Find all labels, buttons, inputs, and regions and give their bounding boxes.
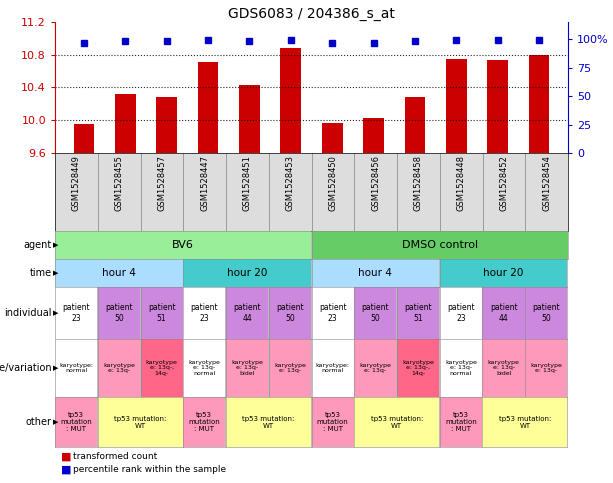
Text: GSM1528452: GSM1528452 <box>500 156 508 211</box>
Text: DMSO control: DMSO control <box>402 240 478 250</box>
Text: patient
50: patient 50 <box>105 303 132 323</box>
Text: GSM1528447: GSM1528447 <box>200 156 209 212</box>
Text: hour 4: hour 4 <box>359 268 392 278</box>
Text: patient
23: patient 23 <box>63 303 90 323</box>
Text: patient
23: patient 23 <box>191 303 218 323</box>
Text: time: time <box>30 268 52 278</box>
Bar <box>198 62 218 153</box>
Text: ▶: ▶ <box>53 365 58 371</box>
Title: GDS6083 / 204386_s_at: GDS6083 / 204386_s_at <box>228 7 395 21</box>
Text: GSM1528449: GSM1528449 <box>72 156 81 211</box>
Text: tp53
mutation
: MUT: tp53 mutation : MUT <box>188 412 220 432</box>
Text: genotype/variation: genotype/variation <box>0 363 52 373</box>
Text: patient
23: patient 23 <box>319 303 346 323</box>
Text: GSM1528453: GSM1528453 <box>286 156 295 212</box>
Text: patient
23: patient 23 <box>447 303 474 323</box>
Text: transformed count: transformed count <box>74 452 158 461</box>
Text: patient
51: patient 51 <box>404 303 432 323</box>
Text: agent: agent <box>24 240 52 250</box>
Text: karyotype
e: 13q-
bidel: karyotype e: 13q- bidel <box>487 360 519 376</box>
Text: GSM1528450: GSM1528450 <box>329 156 337 211</box>
Bar <box>487 60 508 153</box>
Text: karyotype
e: 13q-: karyotype e: 13q- <box>530 363 562 373</box>
Text: ■: ■ <box>61 452 72 462</box>
Text: percentile rank within the sample: percentile rank within the sample <box>74 465 227 474</box>
Text: patient
50: patient 50 <box>362 303 389 323</box>
Text: karyotype
e: 13q-,
14q-: karyotype e: 13q-, 14q- <box>146 360 178 376</box>
Text: GSM1528451: GSM1528451 <box>243 156 252 211</box>
Text: BV6: BV6 <box>172 240 194 250</box>
Text: GSM1528454: GSM1528454 <box>542 156 551 211</box>
Bar <box>405 98 425 153</box>
Text: karyotype:
normal: karyotype: normal <box>316 363 349 373</box>
Text: GSM1528455: GSM1528455 <box>115 156 124 211</box>
Text: tp53 mutation:
WT: tp53 mutation: WT <box>242 415 295 428</box>
Text: karyotype
e: 13q-: karyotype e: 13q- <box>274 363 306 373</box>
Text: ■: ■ <box>61 464 72 474</box>
Text: patient
44: patient 44 <box>234 303 261 323</box>
Text: ▶: ▶ <box>53 419 58 425</box>
Text: karyotype
e: 13q-
bidel: karyotype e: 13q- bidel <box>231 360 263 376</box>
Bar <box>446 59 466 153</box>
Bar <box>364 118 384 153</box>
Text: ▶: ▶ <box>53 242 58 248</box>
Text: patient
51: patient 51 <box>148 303 175 323</box>
Text: tp53
mutation
: MUT: tp53 mutation : MUT <box>60 412 92 432</box>
Text: ▶: ▶ <box>53 270 58 276</box>
Bar <box>239 85 260 153</box>
Bar <box>528 55 549 153</box>
Text: karyotype
e: 13q-
normal: karyotype e: 13q- normal <box>188 360 220 376</box>
Bar <box>156 98 177 153</box>
Bar <box>281 48 301 153</box>
Text: tp53 mutation:
WT: tp53 mutation: WT <box>114 415 166 428</box>
Text: tp53
mutation
: MUT: tp53 mutation : MUT <box>317 412 348 432</box>
Text: hour 4: hour 4 <box>102 268 135 278</box>
Text: GSM1528456: GSM1528456 <box>371 156 380 212</box>
Text: tp53 mutation:
WT: tp53 mutation: WT <box>370 415 423 428</box>
Text: karyotype:
normal: karyotype: normal <box>59 363 93 373</box>
Text: patient
50: patient 50 <box>276 303 303 323</box>
Text: hour 20: hour 20 <box>227 268 267 278</box>
Text: other: other <box>26 417 52 427</box>
Bar <box>74 124 94 153</box>
Text: GSM1528458: GSM1528458 <box>414 156 423 212</box>
Text: karyotype
e: 13q-
normal: karyotype e: 13q- normal <box>445 360 477 376</box>
Bar <box>115 94 135 153</box>
Text: tp53
mutation
: MUT: tp53 mutation : MUT <box>445 412 477 432</box>
Bar <box>322 123 343 153</box>
Text: tp53 mutation:
WT: tp53 mutation: WT <box>499 415 551 428</box>
Text: individual: individual <box>4 308 52 318</box>
Text: karyotype
e: 13q-,
14q-: karyotype e: 13q-, 14q- <box>402 360 434 376</box>
Text: patient
50: patient 50 <box>533 303 560 323</box>
Text: karyotype
e: 13q-: karyotype e: 13q- <box>103 363 135 373</box>
Text: patient
44: patient 44 <box>490 303 517 323</box>
Text: ▶: ▶ <box>53 310 58 316</box>
Text: karyotype
e: 13q-: karyotype e: 13q- <box>359 363 391 373</box>
Text: GSM1528457: GSM1528457 <box>158 156 166 212</box>
Text: hour 20: hour 20 <box>484 268 524 278</box>
Text: GSM1528448: GSM1528448 <box>457 156 466 212</box>
